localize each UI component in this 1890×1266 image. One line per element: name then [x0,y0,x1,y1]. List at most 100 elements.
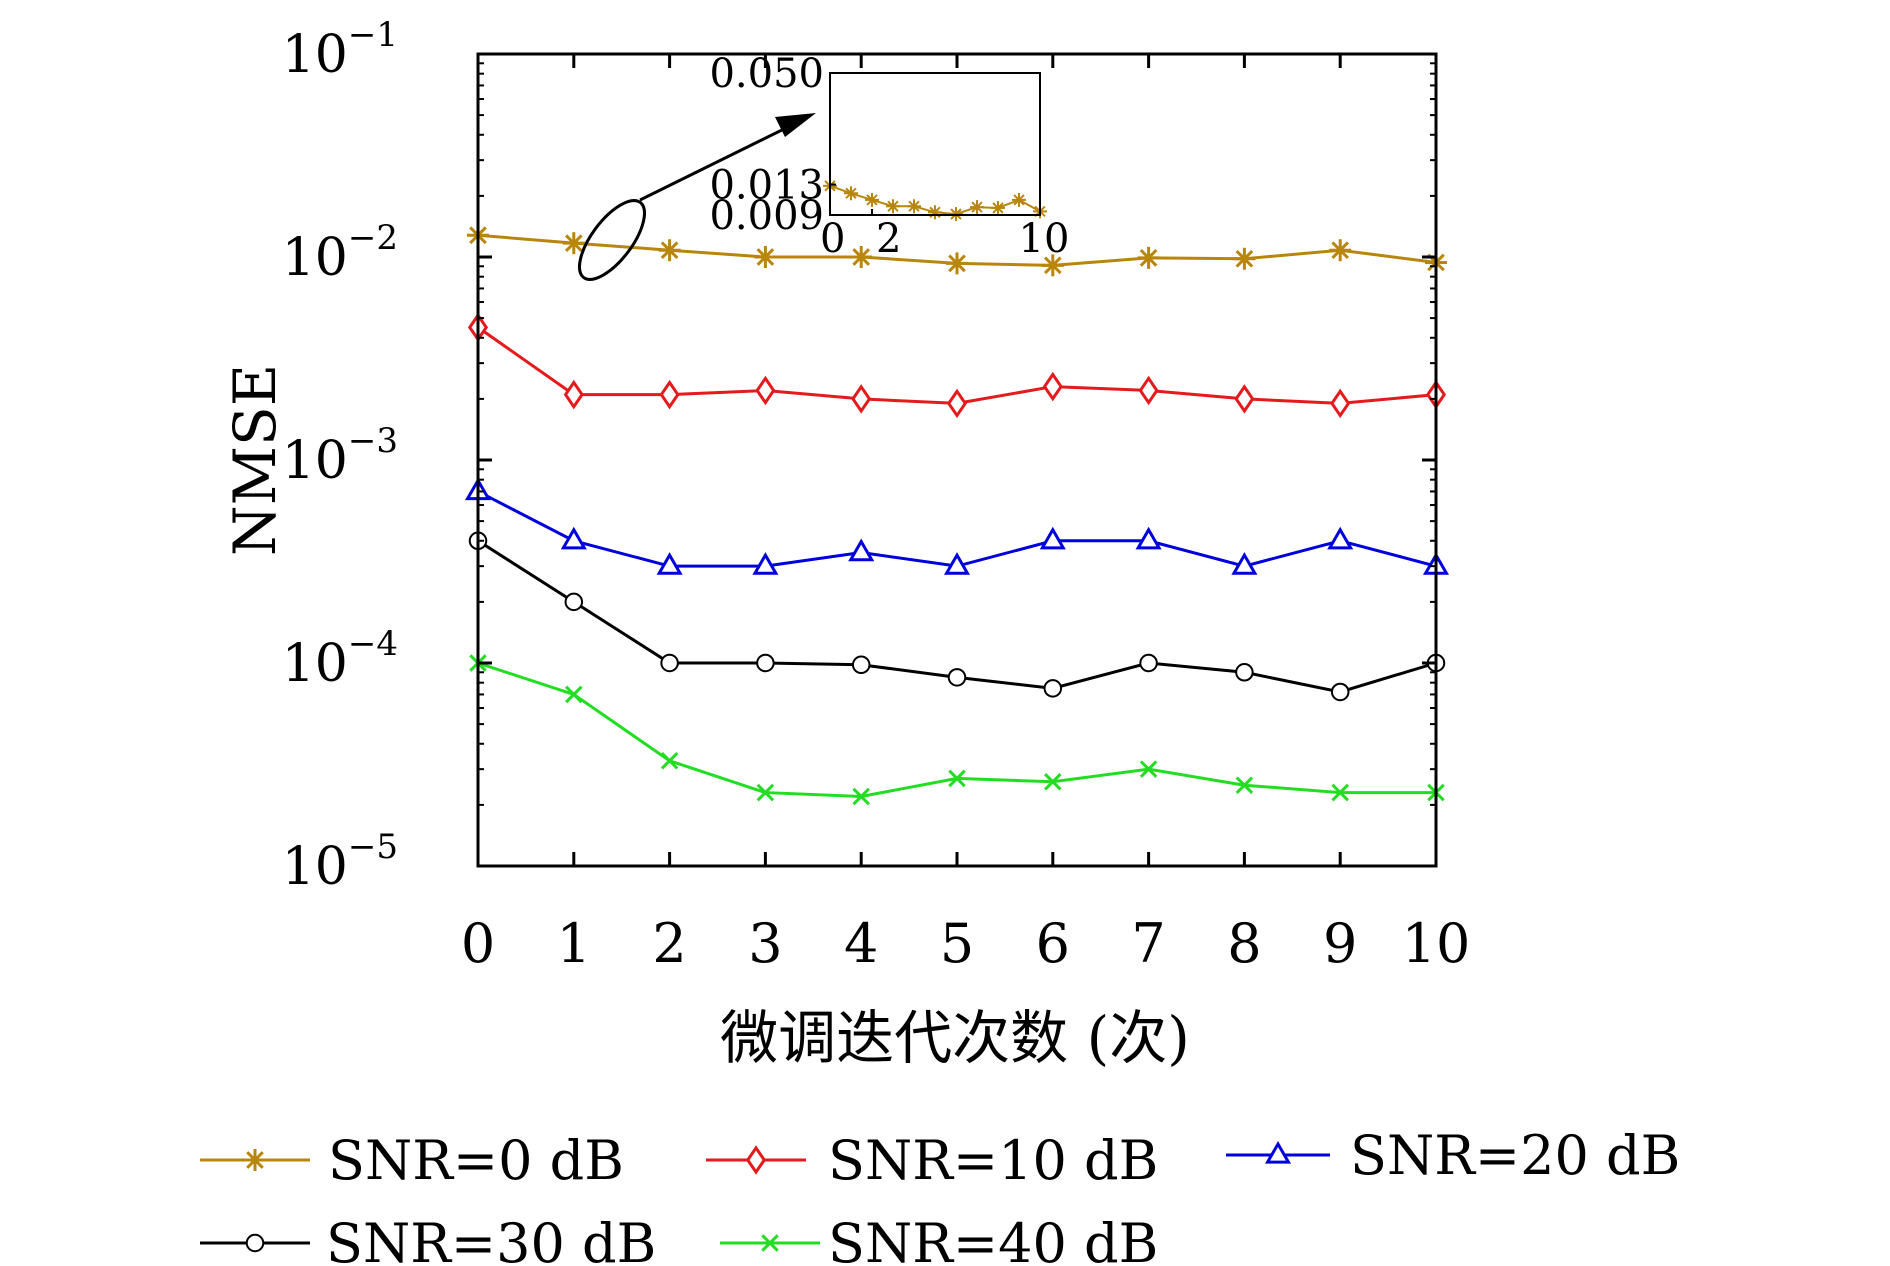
data-point [1231,552,1258,575]
data-point [1327,526,1354,550]
legend-label: SNR=0 dB [328,1129,624,1192]
data-point [1233,247,1256,270]
data-point [1042,371,1063,402]
data-point [848,538,875,562]
data-point [562,232,585,255]
data-point [1330,682,1350,702]
inset-x-tick-label: 2 [876,216,901,262]
callout-arrow-head [775,113,816,137]
y-axis-label: NMSE [221,364,289,556]
inset-data-point [1012,192,1026,207]
data-point [560,526,587,550]
legend-entry-1: SNR=0 dB [200,1129,624,1192]
data-point [851,384,872,414]
plot-frame [476,52,1438,868]
x-tick-label: 4 [844,912,878,975]
data-point [946,388,968,419]
data-point [660,751,679,770]
y-tick-label: 10−2 [282,218,398,288]
inset-frame [829,72,1041,216]
data-point [943,552,971,575]
inset-y-tick-label: 0.013 [709,163,824,209]
legend-entry-2: SNR=10 dB [706,1129,1158,1192]
data-point [852,787,870,806]
data-point [563,379,584,410]
y-axis-ticks: 10−1 10−2 10−3 10−4 10−5 [282,15,1436,897]
data-point [1139,760,1158,778]
data-point [565,685,583,704]
data-point [1235,776,1254,794]
data-point [1041,254,1064,277]
legend-label: SNR=10 dB [828,1129,1158,1192]
main-series-layer [464,224,1450,806]
data-point [1331,783,1349,802]
data-point [1043,679,1063,698]
series-3 [464,477,1450,575]
data-point [564,592,584,612]
data-point [1139,653,1158,673]
x-tick-label: 1 [557,912,591,975]
y-tick-label: 10−1 [282,15,398,85]
x-tick-label: 5 [940,912,974,975]
data-point [1329,239,1352,262]
data-point [1044,772,1062,791]
series-1 [467,224,1447,277]
legend-marker [761,1234,779,1252]
series-4 [468,531,1446,702]
callout-arrow-line [639,124,791,202]
data-point [1330,388,1351,419]
inset-data-point [886,199,900,214]
data-point [1235,663,1254,682]
inset-data-point [865,192,879,207]
data-point [755,375,776,406]
inset-data-point [970,200,984,215]
data-point [948,769,966,788]
data-point [1138,375,1159,406]
data-point [1135,526,1162,550]
y-tick-label: 10−5 [282,827,398,897]
legend-label: SNR=30 dB [326,1212,656,1266]
legend-marker [1264,1140,1292,1164]
inset-x-tick-label: 0 [820,216,845,262]
legend-entry-5: SNR=40 dB [720,1212,1158,1266]
legend-entry-4: SNR=30 dB [200,1212,656,1266]
legend-label: SNR=20 dB [1350,1124,1680,1187]
data-point [756,653,775,673]
data-point [656,552,683,575]
x-tick-label: 7 [1131,912,1165,975]
inset-y-tick-label: 0.009 [709,193,824,239]
x-tick-label: 9 [1323,912,1357,975]
data-point [658,239,681,262]
inset-data-point [991,200,1005,215]
inset-data-point [844,186,858,201]
data-point [1234,384,1255,414]
legend-marker [245,1233,265,1253]
callout-ellipse [578,199,646,281]
x-tick-label: 10 [1402,912,1471,975]
data-point [1137,246,1160,269]
x-tick-label: 8 [1227,912,1261,975]
legend-marker [244,1149,266,1171]
data-point [660,653,679,673]
data-point [947,668,967,687]
y-tick-label: 10−4 [282,624,398,694]
x-tick-label: 2 [652,912,686,975]
legend-label: SNR=40 dB [828,1212,1158,1266]
x-tick-label: 0 [461,912,495,975]
legend: SNR=0 dB SNR=10 dB SNR=20 dB SNR=30 dB SNR=4… [200,1124,1680,1266]
data-point [752,552,779,575]
data-point [946,252,968,275]
x-axis-ticks: 0 1 2 3 4 5 6 7 8 9 10 [461,54,1471,975]
data-point [850,246,873,268]
inset-data-point [928,205,942,220]
inset-data-point [907,199,921,214]
data-point [756,783,775,802]
x-tick-label: 6 [1036,912,1070,975]
x-axis-label: 微调迭代次数 (次) [720,1004,1190,1072]
y-tick-label: 10−3 [282,421,398,491]
data-point [754,246,777,268]
legend-marker [745,1145,767,1175]
